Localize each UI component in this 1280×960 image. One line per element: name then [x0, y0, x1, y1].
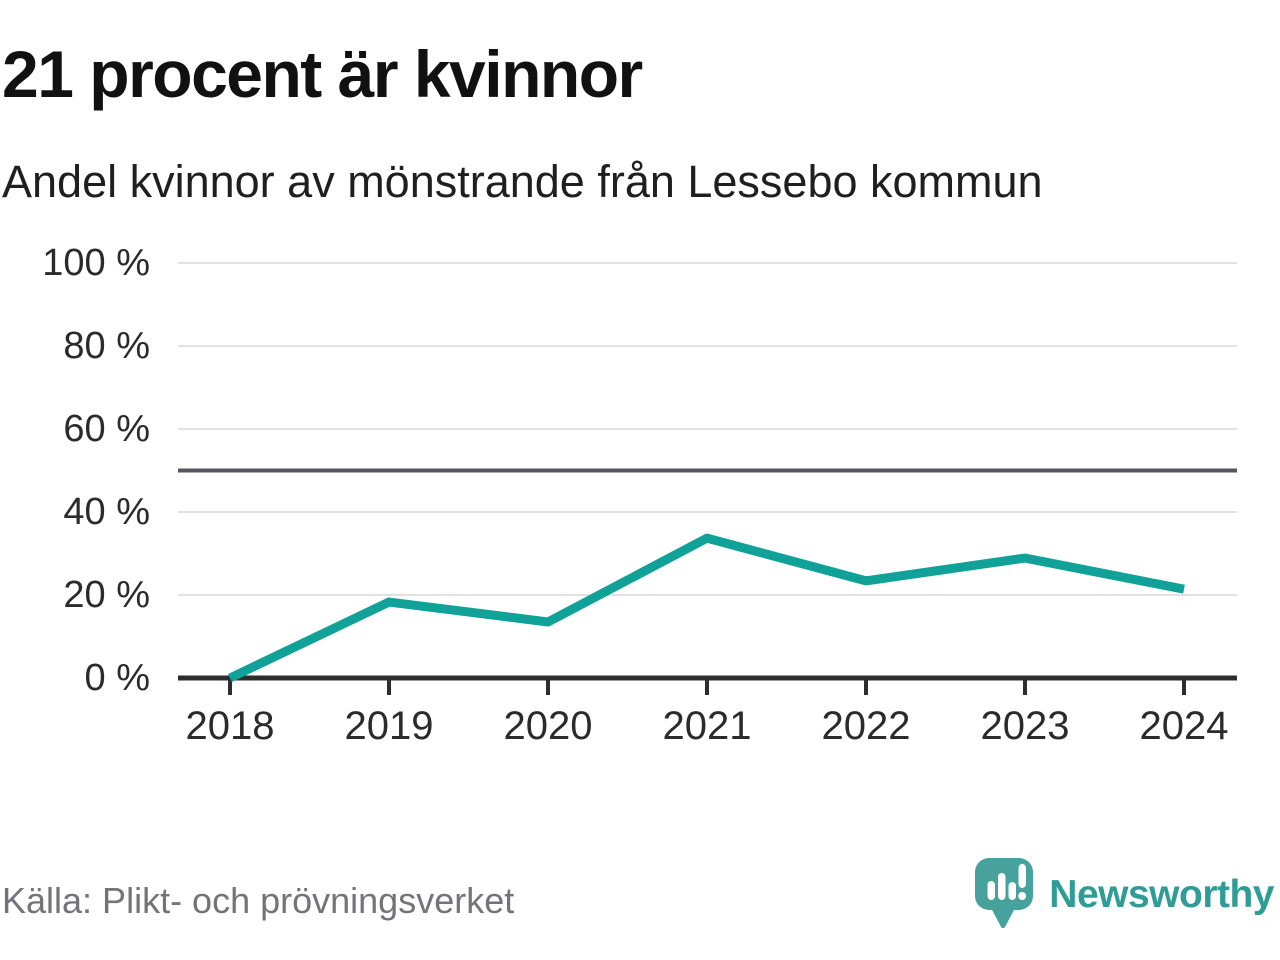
- y-tick-label-40: 40 %: [63, 491, 150, 533]
- x-tick-label-2019: 2019: [345, 704, 434, 748]
- logo-bar-1: [987, 881, 996, 900]
- data-line-Andel kvinnor av mönstrande: [228, 533, 1185, 683]
- y-tick-label-20: 20 %: [63, 574, 150, 616]
- logo-bar-3: [1008, 882, 1017, 900]
- y-tick-label-0: 0 %: [85, 657, 150, 699]
- logo-exclamation-dot: [1018, 892, 1027, 900]
- newsworthy-logo-icon: [975, 858, 1034, 929]
- x-tick-label-2018: 2018: [186, 704, 275, 748]
- logo-bar-2: [998, 873, 1006, 900]
- source-note: Källa: Plikt- och prövningsverket: [2, 880, 515, 921]
- y-tick-label-80: 80 %: [63, 325, 150, 367]
- chart-title: 21 procent är kvinnor: [2, 37, 643, 111]
- y-tick-label-60: 60 %: [63, 408, 150, 450]
- y-tick-label-100: 100 %: [42, 242, 150, 284]
- x-tick-label-2020: 2020: [504, 704, 593, 748]
- x-tick-label-2022: 2022: [822, 704, 911, 748]
- newsworthy-logo: Newsworthy: [975, 858, 1274, 932]
- newsworthy-logo-text: Newsworthy: [1049, 873, 1274, 916]
- logo-exclamation-bar: [1018, 864, 1027, 888]
- chart-subtitle: Andel kvinnor av mönstrande från Lessebo…: [2, 156, 1043, 207]
- x-tick-label-2024: 2024: [1140, 704, 1229, 748]
- x-tick-label-2021: 2021: [663, 704, 752, 748]
- x-tick-label-2023: 2023: [981, 704, 1070, 748]
